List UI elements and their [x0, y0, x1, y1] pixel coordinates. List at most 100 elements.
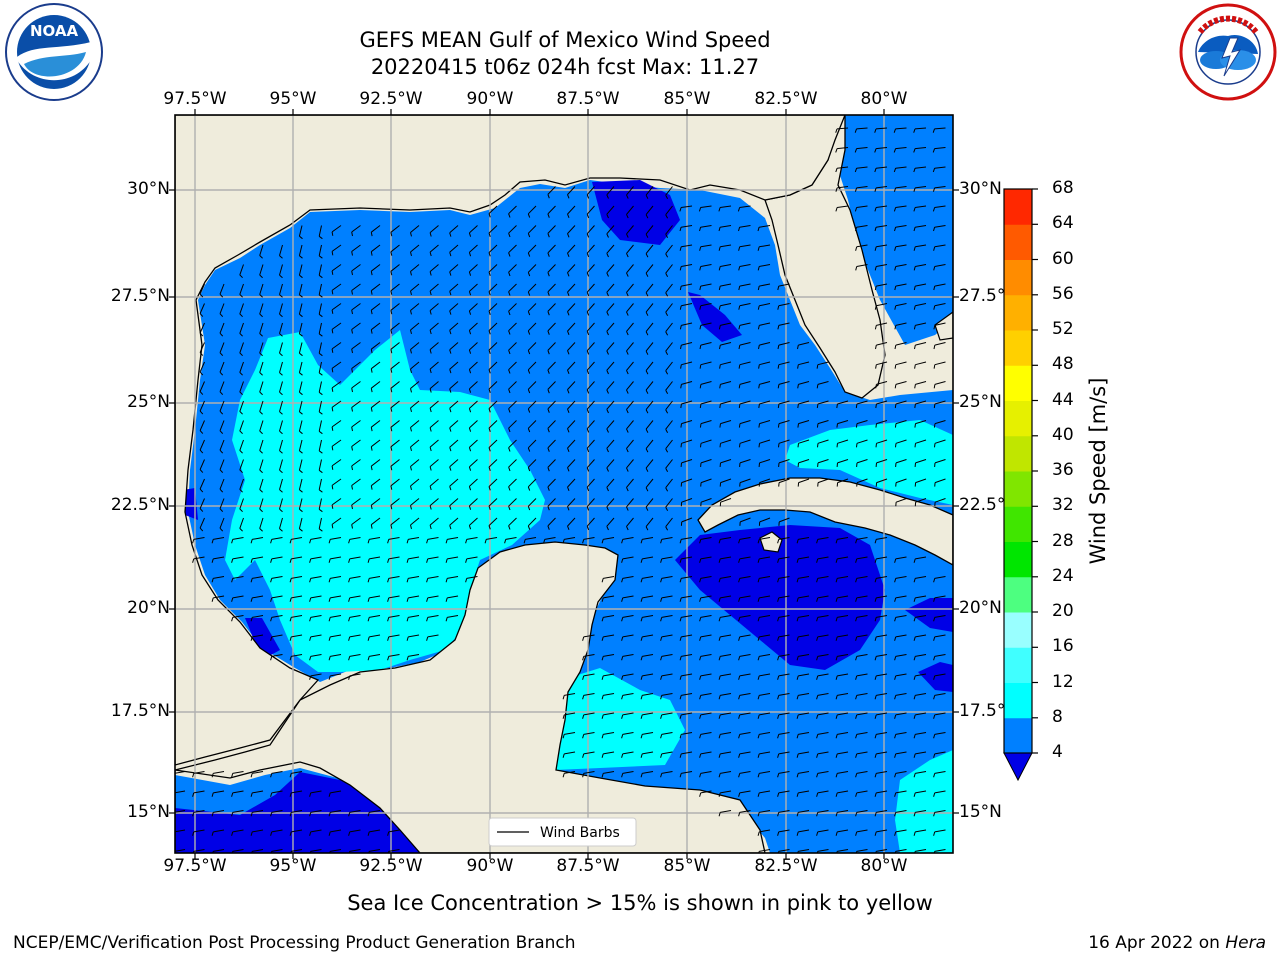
wind-barb: [447, 576, 459, 579]
wind-barb-flag: [527, 369, 531, 374]
wind-barb: [817, 615, 829, 618]
wind-barb: [259, 517, 264, 529]
wind-barb: [252, 810, 264, 813]
wind-barb: [642, 634, 654, 638]
wind-barb-flag: [855, 714, 858, 719]
wind-barb: [331, 381, 342, 389]
wind-barb: [665, 303, 673, 313]
wind-barb-flag: [679, 597, 682, 602]
wind-barb-flag: [279, 274, 283, 279]
wind-barb: [915, 381, 927, 385]
wind-barb-flag: [660, 636, 663, 641]
wind-barb: [720, 478, 732, 484]
wind-barb-flag: [508, 311, 511, 316]
wind-barb-flag: [488, 408, 491, 413]
wind-barb: [739, 712, 751, 716]
wind-barb-flag: [718, 305, 721, 310]
wind-barb: [622, 732, 634, 735]
wind-barb-flag: [387, 539, 390, 544]
wind-barb: [915, 849, 927, 852]
wind-barb-flag: [449, 310, 452, 315]
wind-barb-flag: [348, 539, 351, 544]
wind-barb-flag: [797, 384, 799, 389]
wind-barb: [219, 459, 225, 470]
wind-barb: [349, 595, 361, 599]
wind-barb-flag: [449, 408, 452, 413]
wind-barb: [213, 810, 225, 813]
wind-barb: [837, 634, 849, 638]
wind-barb-flag: [855, 558, 858, 563]
wind-barb-flag: [219, 430, 224, 434]
wind-barb-flag: [665, 506, 669, 511]
wind-barb: [778, 654, 790, 657]
wind-barb: [626, 303, 634, 313]
wind-barb-flag: [874, 773, 877, 778]
wind-barb: [291, 849, 303, 852]
wind-barb: [370, 478, 381, 487]
wind-barb-flag: [527, 486, 531, 491]
wind-barb-flag: [816, 403, 819, 409]
wind-barb: [318, 439, 322, 451]
wind-barb-flag: [738, 285, 741, 291]
wind-barb: [915, 829, 927, 833]
wind-barb: [778, 615, 790, 618]
wind-barb-flag: [250, 558, 253, 563]
wind-barb: [700, 303, 712, 307]
wind-barb-flag: [468, 271, 472, 276]
wind-barb: [199, 459, 205, 470]
wind-barb: [193, 790, 205, 794]
wind-barb-flag: [351, 485, 353, 490]
wind-barb-flag: [199, 352, 204, 356]
wind-barb-flag: [606, 467, 609, 472]
wind-barb-flag: [328, 675, 331, 680]
wind-barb: [895, 751, 907, 755]
wind-barb: [351, 381, 361, 389]
wind-barb-flag: [894, 773, 897, 778]
wind-barb: [876, 147, 888, 150]
wind-barb: [547, 322, 556, 332]
wind-barb: [895, 790, 907, 794]
wind-barb: [856, 634, 868, 638]
wind-barb-flag: [757, 285, 760, 291]
colorbar-swatch: [1004, 224, 1032, 260]
wind-barb-flag: [913, 578, 916, 583]
wind-barb: [934, 439, 946, 444]
wind-barb-flag: [468, 388, 472, 393]
wind-barb: [390, 459, 400, 467]
wind-barb: [856, 147, 868, 150]
wind-barb: [449, 517, 459, 526]
wind-barb: [508, 244, 517, 254]
wind-barb: [310, 654, 322, 657]
wind-barb-flag: [816, 773, 819, 778]
wind-barb-flag: [621, 675, 624, 680]
wind-barb: [390, 225, 400, 233]
lon-label-bottom: 85°W: [663, 856, 711, 876]
wind-barb-flag: [410, 290, 412, 296]
wind-barb-flag: [645, 409, 649, 414]
wind-barb: [739, 615, 751, 618]
calm-region-jamaica-south: [918, 662, 953, 692]
wind-barb: [915, 264, 927, 267]
wind-barb: [213, 556, 225, 560]
wind-barb-flag: [370, 251, 373, 256]
wind-barb: [429, 381, 439, 389]
wind-barb: [390, 244, 400, 253]
wind-barb-flag: [527, 350, 531, 355]
wind-barb: [665, 205, 673, 216]
wind-barb: [645, 322, 654, 332]
wind-barb-flag: [387, 597, 390, 602]
wind-barb: [817, 459, 829, 464]
wind-barb-flag: [449, 486, 452, 491]
lon-label-bottom: 92.5°W: [359, 856, 423, 876]
wind-barb-flag: [835, 734, 838, 739]
wind-barb: [351, 400, 361, 408]
wind-barb-flag: [387, 831, 390, 836]
wind-barb-flag: [508, 447, 511, 452]
wind-barb-flag: [547, 330, 550, 335]
wind-barb-flag: [289, 578, 292, 583]
wind-barb-flag: [796, 675, 799, 680]
wind-barb-flag: [913, 246, 916, 251]
wind-barb: [856, 400, 868, 405]
wind-barb-flag: [645, 467, 649, 472]
wind-barb-flag: [855, 246, 858, 251]
